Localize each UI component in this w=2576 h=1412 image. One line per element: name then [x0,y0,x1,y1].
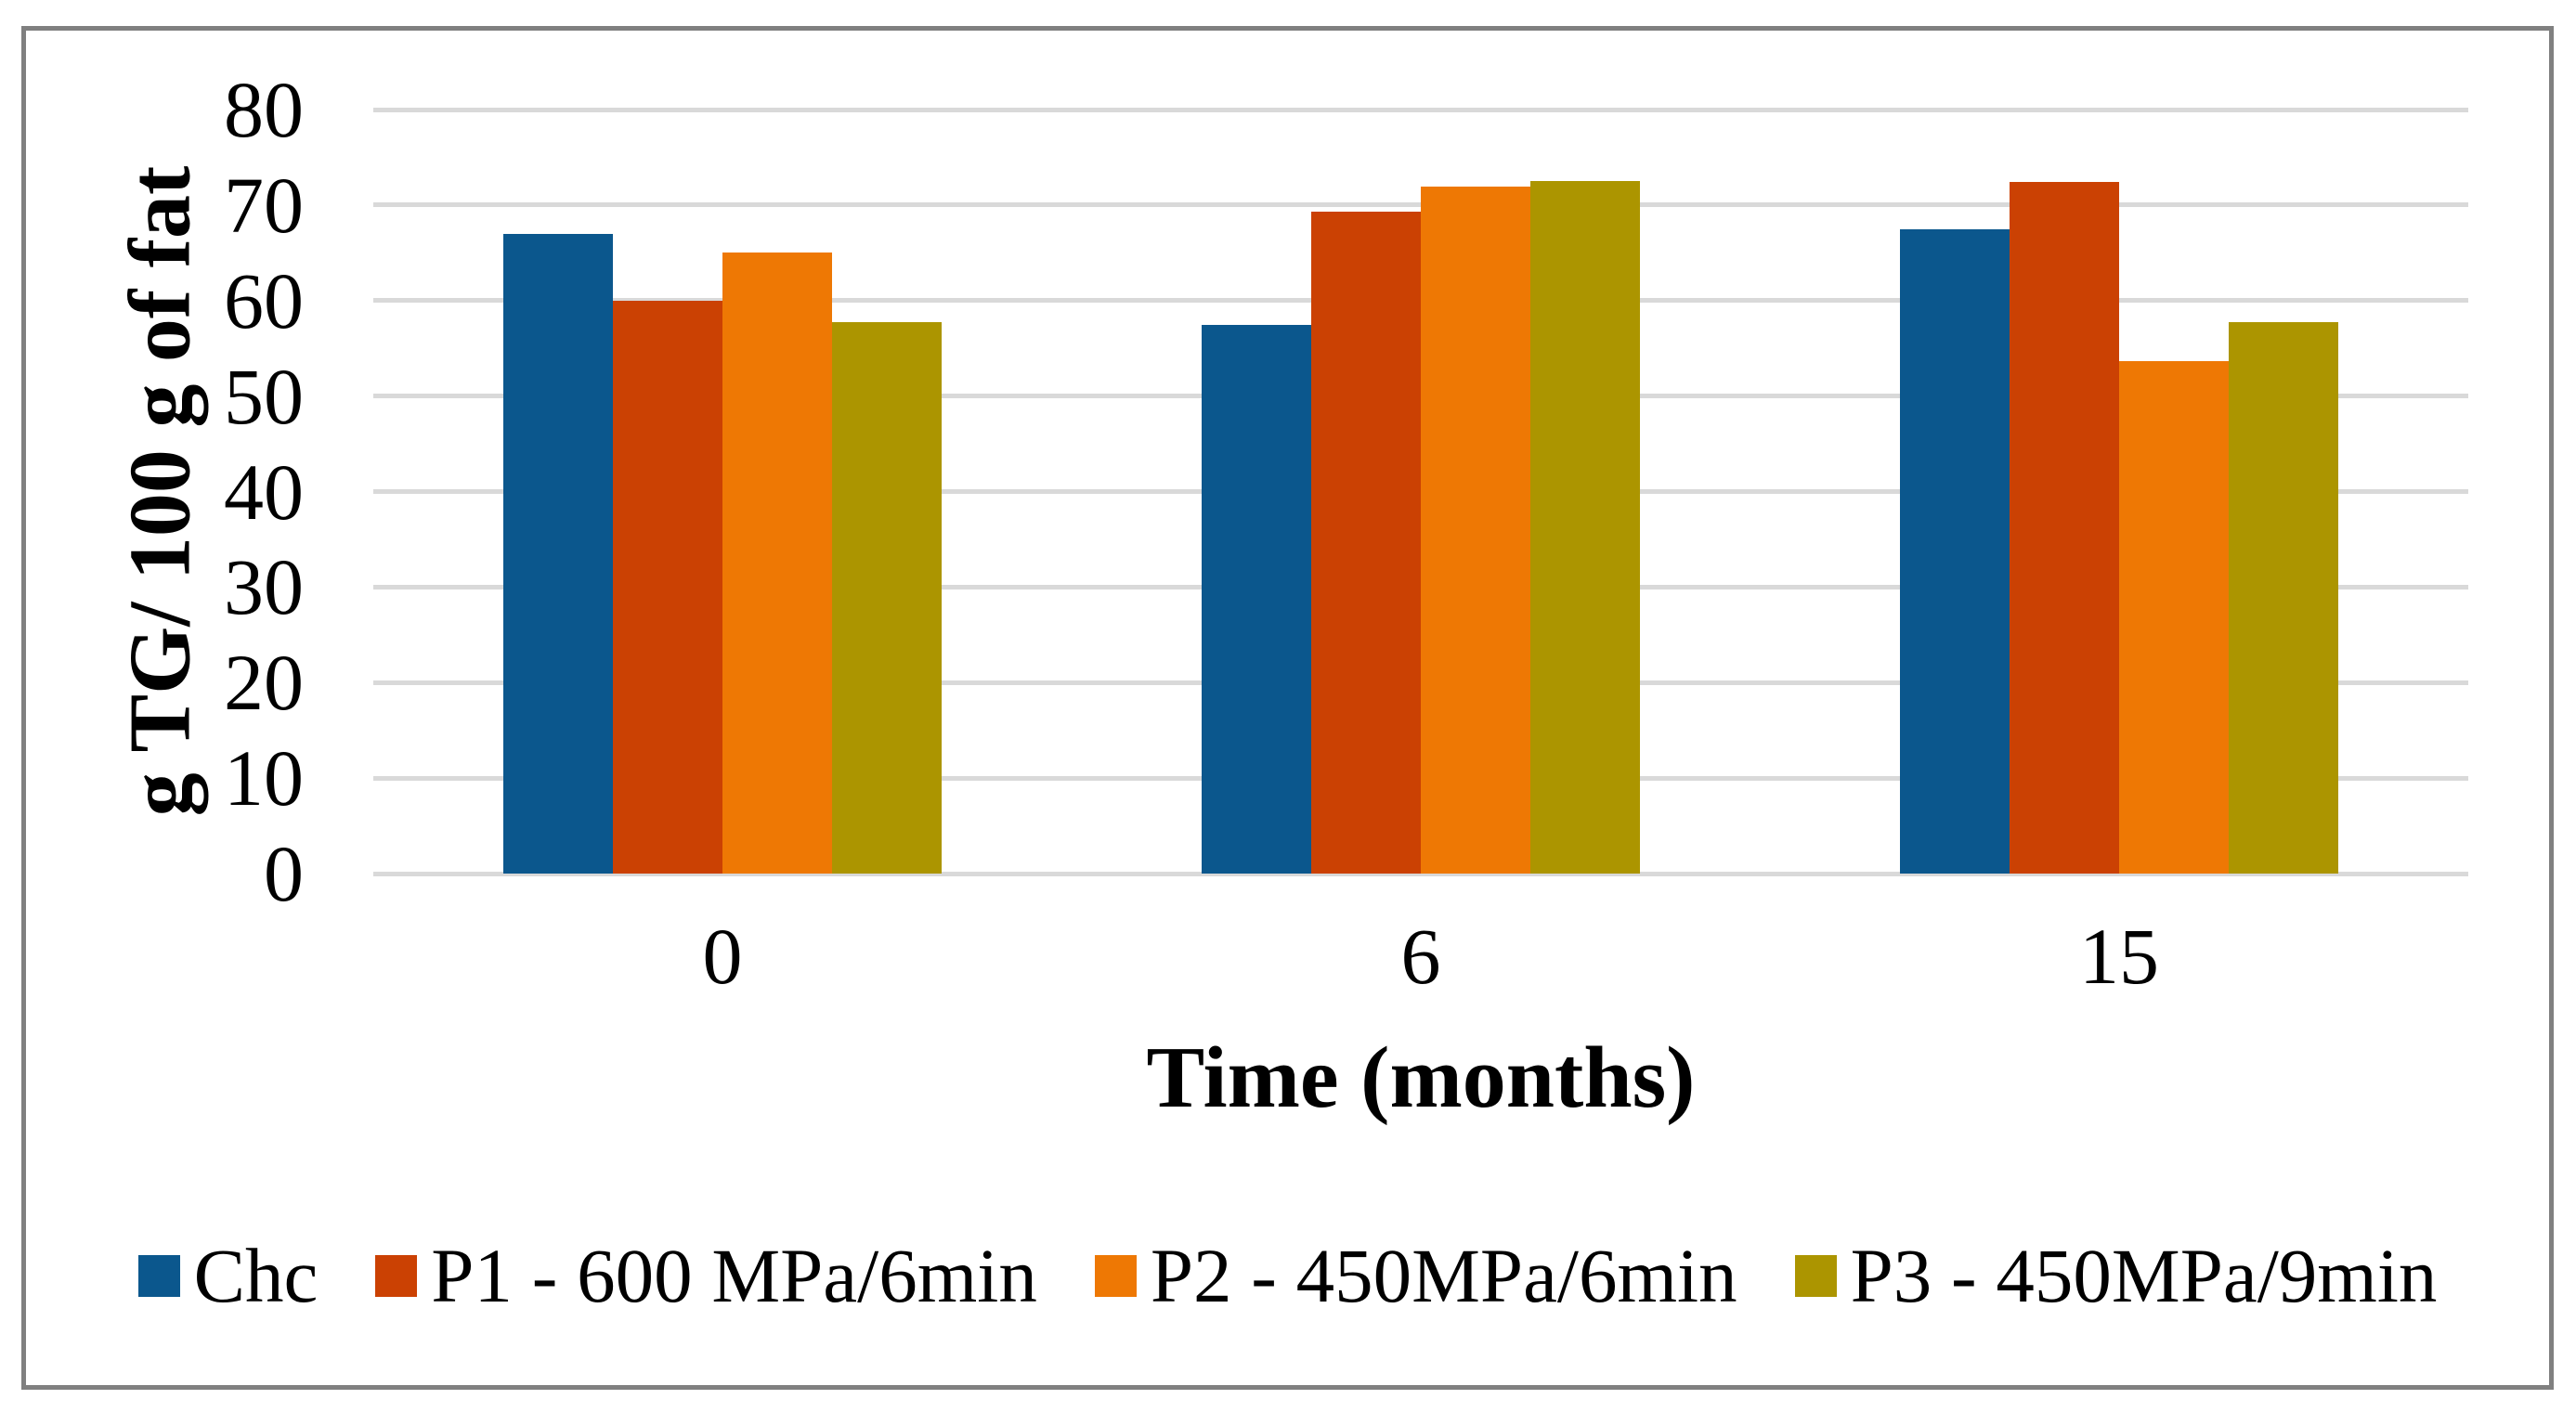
bar-chc [1900,228,2010,874]
legend-label: P1 - 600 MPa/6min [431,1233,1037,1318]
y-tick-label: 80 [224,65,304,154]
x-axis-title: Time (months) [1146,1030,1696,1126]
bar-p3 [2229,322,2338,874]
bar-chc [1202,325,1311,874]
bar-p2 [1421,187,1530,874]
legend-label: P2 - 450MPa/6min [1150,1233,1737,1318]
bar-p2 [2119,360,2229,874]
bar-p3 [832,322,942,874]
y-tick-label: 50 [224,351,304,441]
bar-p1 [613,300,722,874]
y-tick-label: 10 [224,733,304,823]
y-tick-label: 60 [224,255,304,345]
legend-swatch-p2 [1094,1254,1137,1297]
legend-item: Chc [137,1224,319,1327]
legend-item: P2 - 450MPa/6min [1094,1224,1737,1327]
y-tick-label: 40 [224,447,304,537]
bar-p1 [1311,212,1421,874]
legend-swatch-p1 [375,1254,418,1297]
x-tick-label: 0 [702,912,743,1001]
legend-label: P3 - 450MPa/9min [1850,1233,2438,1318]
legend-label: Chc [193,1233,319,1318]
bar-p2 [722,253,832,874]
legend: Chc P1 - 600 MPa/6min P2 - 450MPa/6min P3 -… [26,1224,2549,1327]
y-tick-label: 70 [224,160,304,250]
legend-swatch-p3 [1794,1254,1837,1297]
x-tick-label: 15 [2079,912,2159,1001]
y-tick-label: 0 [264,829,304,918]
gridline [373,871,2468,876]
y-tick-label: 30 [224,542,304,632]
legend-item: P3 - 450MPa/9min [1794,1224,2438,1327]
legend-swatch-chc [137,1254,180,1297]
bar-p1 [2010,182,2119,874]
bar-chc [503,233,613,874]
legend-item: P1 - 600 MPa/6min [375,1224,1037,1327]
gridline [373,107,2468,112]
x-tick-label: 6 [1400,912,1441,1001]
bar-p3 [1530,181,1640,874]
y-tick-label: 20 [224,638,304,728]
